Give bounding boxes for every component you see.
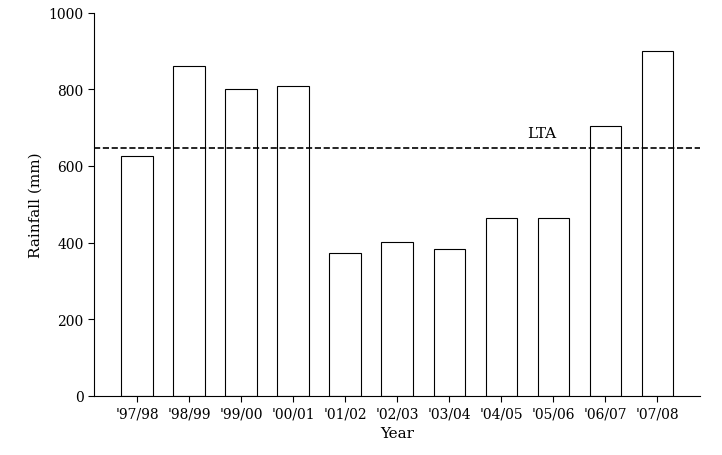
Bar: [381, 242, 413, 396]
Bar: [121, 157, 152, 396]
Bar: [590, 127, 621, 396]
Bar: [642, 52, 673, 396]
Bar: [225, 90, 256, 396]
Bar: [329, 254, 361, 396]
Bar: [173, 67, 204, 396]
Bar: [485, 218, 517, 396]
Bar: [538, 218, 569, 396]
Bar: [433, 250, 465, 396]
Y-axis label: Rainfall (mm): Rainfall (mm): [29, 152, 43, 258]
Bar: [277, 87, 309, 396]
Text: LTA: LTA: [527, 126, 556, 141]
X-axis label: Year: Year: [380, 426, 414, 440]
